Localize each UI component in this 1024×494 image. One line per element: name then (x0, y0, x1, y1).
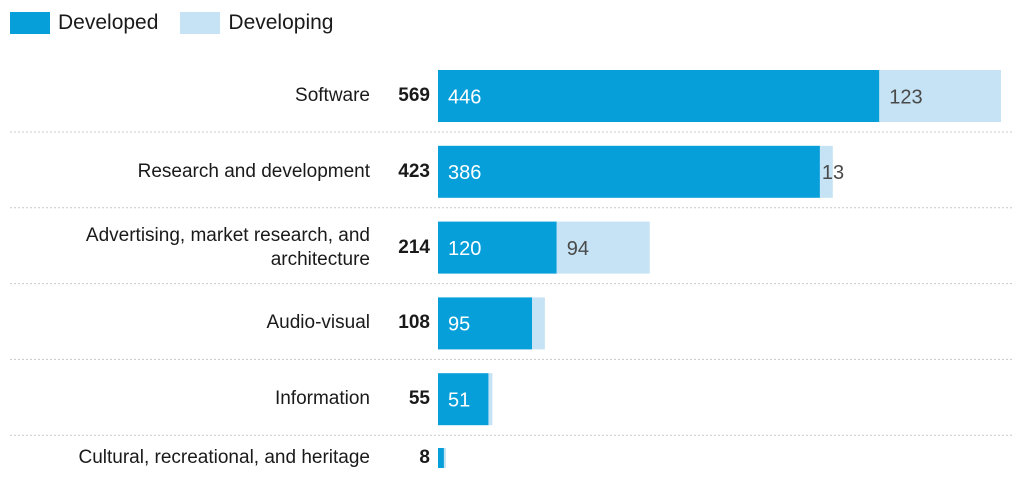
category-label: Information (274, 388, 370, 410)
legend-swatch (180, 12, 221, 34)
bar-segment (531, 297, 545, 350)
total-label: 8 (419, 447, 430, 468)
bar-segment (438, 297, 532, 350)
total-label: 55 (408, 388, 430, 410)
bar-segment (438, 145, 820, 198)
bar-segment (488, 373, 493, 426)
category-label: Advertising, market research, and archit… (85, 224, 370, 270)
legend-label: Developed (58, 11, 159, 34)
value-label: 446 (448, 86, 481, 108)
value-label: 123 (889, 86, 922, 108)
bar-segment (879, 70, 1001, 122)
total-label: 108 (398, 312, 430, 334)
bar-segment (438, 373, 489, 426)
bar-segment (443, 448, 446, 468)
total-label: 569 (398, 85, 430, 106)
category-label: Cultural, recreational, and heritage (78, 447, 370, 468)
total-label: 214 (398, 236, 430, 258)
category-label: Research and development (137, 160, 370, 182)
value-label: 95 (448, 314, 470, 336)
value-label: 386 (448, 162, 481, 184)
total-label: 423 (398, 160, 430, 182)
value-label: 120 (448, 238, 481, 260)
bar-segment (438, 70, 880, 122)
value-label: 94 (567, 238, 589, 260)
bar-segment (556, 221, 650, 274)
legend-swatch (10, 12, 50, 34)
value-label: 51 (448, 389, 470, 411)
bar-segment (438, 221, 557, 274)
bar-segment (819, 145, 833, 198)
value-label: 13 (822, 162, 844, 184)
category-label: Software (295, 85, 370, 106)
legend-label: Developing (228, 11, 334, 34)
category-label: Audio-visual (266, 312, 371, 334)
bar-segment (438, 448, 444, 468)
